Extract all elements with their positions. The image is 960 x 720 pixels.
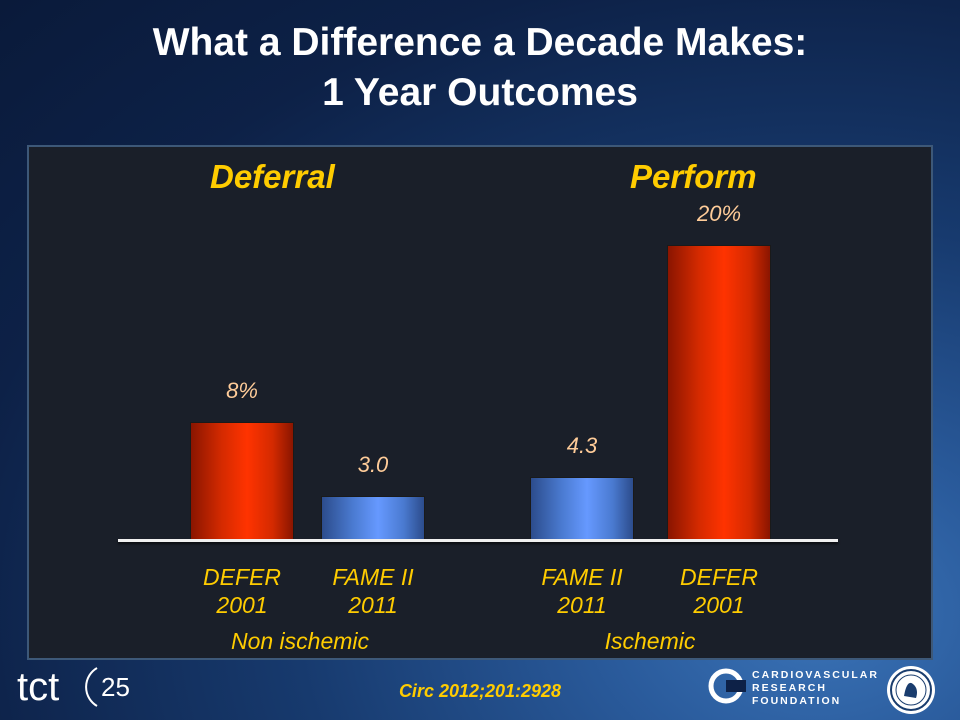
bar-fame-ii-2011-ischemic: [530, 476, 634, 540]
crf-logo-icon: [708, 668, 746, 704]
group-header-deferral: Deferral: [210, 158, 335, 195]
category-name: FAME II: [332, 564, 414, 590]
chart-panel: [27, 145, 933, 660]
tct-logo-number: 25: [101, 672, 130, 702]
value-label: 4.3: [566, 432, 598, 458]
category-year: 2001: [693, 592, 745, 618]
chart-baseline: [118, 539, 838, 542]
bar-defer-2001-non-ischemic: [190, 422, 294, 540]
group-label-ischemic: Ischemic: [604, 628, 696, 654]
crf-line-3: FOUNDATION: [752, 695, 842, 707]
crf-line-1: CARDIOVASCULAR: [752, 669, 879, 681]
category-label: DEFER 2001: [637, 563, 801, 619]
title-line-2: 1 Year Outcomes: [322, 71, 638, 114]
bar-fame-ii-2011-non-ischemic: [321, 495, 425, 540]
crf-logo-text: CARDIOVASCULAR RESEARCH FOUNDATION: [752, 669, 879, 708]
title-line-1: What a Difference a Decade Makes:: [152, 21, 808, 64]
crf-line-2: RESEARCH: [752, 682, 827, 694]
tct-logo-text: tct: [17, 665, 59, 709]
category-name: FAME II: [541, 564, 623, 590]
slide-title: What a Difference a Decade Makes: 1 Year…: [0, 18, 960, 118]
category-name: DEFER: [680, 564, 758, 590]
category-name: DEFER: [203, 564, 281, 590]
category-year: 2011: [348, 592, 398, 618]
group-header-perform: Perform: [630, 158, 757, 195]
value-label: 8%: [226, 378, 258, 403]
group-label-non-ischemic: Non ischemic: [230, 628, 370, 654]
journal-seal-logo: [887, 666, 935, 714]
category-year: 2011: [557, 592, 607, 618]
value-label: 20%: [696, 201, 742, 226]
category-year: 2001: [216, 592, 268, 618]
tct-25-logo: tct 25: [17, 665, 130, 709]
category-label: FAME II 2011: [500, 563, 664, 619]
citation: Circ 2012;201:2928: [398, 681, 562, 701]
value-label: 3.0: [357, 451, 389, 477]
category-label: DEFER 2001: [160, 563, 324, 619]
category-label: FAME II 2011: [291, 563, 455, 619]
bar-defer-2001-ischemic: [667, 245, 771, 540]
tct-logo-arc: [85, 667, 98, 707]
